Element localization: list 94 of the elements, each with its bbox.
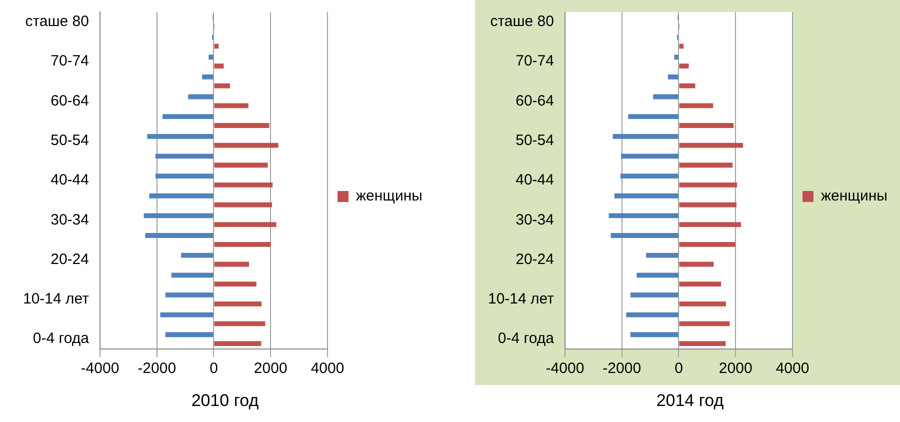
bar: [214, 64, 224, 68]
bar: [679, 282, 722, 287]
y-tick-label: 70-74: [516, 52, 554, 70]
bar: [614, 193, 678, 198]
y-tick-label: 10-14 лет: [23, 290, 90, 308]
bar: [679, 202, 736, 208]
bar: [214, 341, 262, 346]
bar: [679, 341, 726, 346]
bar: [171, 272, 214, 278]
bar: [214, 44, 219, 49]
bar: [214, 301, 262, 306]
bar: [679, 103, 714, 108]
bar: [214, 321, 266, 326]
bar: [149, 193, 214, 198]
bar: [610, 233, 678, 238]
bar: [214, 103, 248, 108]
bar: [162, 114, 214, 120]
y-tick-label: 20-24: [516, 250, 554, 268]
bar: [188, 94, 214, 100]
bar: [668, 74, 678, 80]
y-tick-label: 60-64: [50, 92, 89, 110]
y-tick-label: 0-4 года: [32, 330, 90, 348]
y-tick-label: 40-44: [516, 172, 554, 189]
bar: [679, 321, 730, 326]
bar: [165, 292, 214, 298]
bar: [608, 213, 678, 218]
bar: [679, 301, 726, 306]
bar: [679, 83, 696, 88]
bar: [214, 202, 272, 208]
bar: [214, 282, 256, 287]
bar: [679, 162, 732, 168]
bar: [144, 213, 214, 218]
x-tick-label: -2000: [138, 360, 176, 378]
bar: [679, 242, 736, 247]
x-tick-label: 0: [674, 360, 683, 378]
y-tick-label: 30-34: [516, 211, 554, 228]
bar: [620, 174, 678, 178]
bar: [630, 332, 678, 338]
bar: [653, 94, 678, 100]
y-tick-label: 50-54: [50, 132, 89, 149]
bar: [155, 154, 214, 159]
y-tick-label: 70-74: [50, 52, 89, 70]
bar: [214, 162, 268, 168]
bar: [214, 262, 250, 267]
y-tick-label: 40-44: [50, 172, 89, 189]
bar: [181, 252, 214, 258]
bar: [147, 134, 214, 139]
bar: [679, 262, 714, 267]
bar: [214, 242, 271, 247]
x-tick-label: 4000: [310, 360, 344, 378]
bar: [214, 83, 230, 88]
bar: [679, 44, 684, 49]
bar: [621, 154, 678, 159]
bar: [208, 54, 214, 60]
y-tick-label: 20-24: [50, 250, 89, 268]
legend-label: женщины: [821, 188, 888, 205]
bar: [155, 174, 214, 178]
x-tick-label: 4000: [776, 360, 810, 378]
bar: [679, 222, 742, 228]
bar: [679, 123, 734, 128]
x-tick-label: 2000: [718, 360, 752, 378]
bar: [612, 134, 678, 139]
legend-label: женщины: [356, 188, 422, 205]
x-tick-label: 0: [210, 360, 218, 378]
y-tick-label: сташе 80: [490, 13, 554, 30]
y-tick-label: сташе 80: [25, 13, 89, 30]
x-tick-label: -4000: [546, 360, 584, 378]
bar: [214, 142, 278, 148]
bar: [679, 64, 689, 68]
bar: [628, 114, 678, 120]
x-axis-title: 2010 год: [190, 391, 260, 411]
bar: [214, 182, 273, 188]
bar: [165, 332, 214, 338]
y-tick-label: 10-14 лет: [488, 290, 554, 308]
bar: [145, 233, 214, 238]
bar: [674, 54, 678, 60]
bar: [636, 272, 678, 278]
bar: [160, 312, 214, 318]
bar: [679, 182, 738, 188]
x-tick-label: -2000: [602, 360, 642, 378]
bar: [214, 222, 276, 228]
y-tick-label: 60-64: [516, 92, 554, 110]
bar: [214, 123, 270, 128]
bar: [630, 292, 678, 298]
y-tick-label: 30-34: [50, 211, 89, 228]
y-tick-label: 0-4 года: [498, 330, 555, 348]
bar: [202, 74, 214, 80]
x-tick-label: 2000: [254, 360, 288, 378]
x-tick-label: -4000: [80, 360, 120, 378]
bar: [626, 312, 678, 318]
x-axis-title: 2014 год: [655, 391, 725, 411]
bar: [646, 252, 678, 258]
bar: [679, 142, 744, 148]
y-tick-label: 50-54: [516, 132, 554, 149]
